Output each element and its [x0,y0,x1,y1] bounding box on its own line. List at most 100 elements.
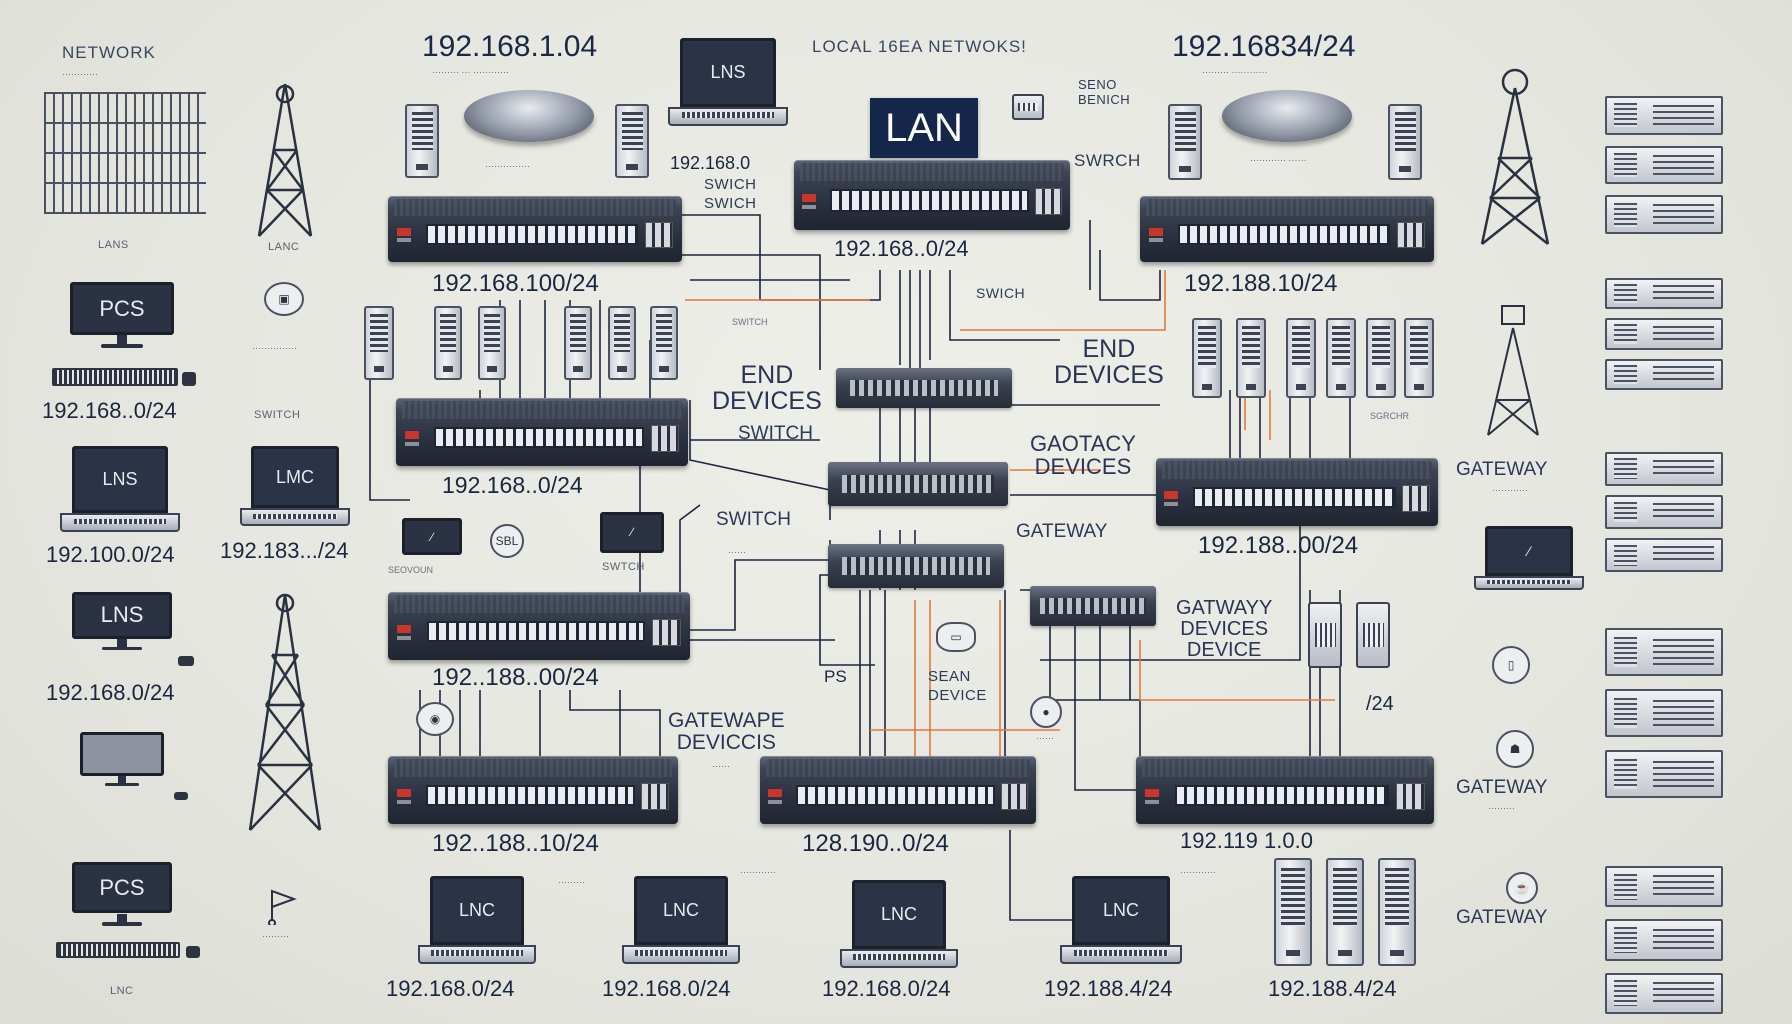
ip-bottom-3: 192.168.0/24 [822,976,951,1001]
sbl-icon: SBL [490,524,524,558]
lans-label: LANS [98,239,129,251]
gateway-devices-label: GATEWAPE DEVICCIS [668,709,785,755]
switch-6-caption: ⋯⋯⋯⋯ [1180,867,1216,877]
gateway-devices-right-label: GATWAYY DEVICES DEVICE [1176,597,1273,661]
pc-monitor [80,732,164,788]
laptop-lns-left: LNS [60,446,180,532]
gateway-box [1030,586,1156,626]
radio-tower-icon [248,593,322,831]
gateway-right-3: GATEWAY [1456,907,1548,928]
laptop-screen: LNC [633,876,729,945]
swtch-label: SWTCH [602,561,645,573]
tower-right-icon [1480,68,1550,245]
switch-mid2-caption: ⋯⋯ [728,547,746,557]
flag-caption: ⋯⋯⋯ [262,931,289,941]
mouse [178,656,194,666]
device-glyph-icon: ◉ [416,702,454,736]
small-screen: ∕ [402,518,462,556]
center-switch-box-1 [836,368,1012,408]
mouse [186,946,200,958]
server-tower [1378,858,1416,966]
ip-left-2: 192.100.0/24 [46,542,175,567]
server-tower [1192,318,1222,398]
laptop-gateway: ∕ [1474,526,1584,590]
laptop-screen: LNC [851,880,947,949]
server-tower [650,306,678,380]
sgrchr-label: SGRCHR [1370,411,1410,421]
keyboard [52,368,178,386]
server-tower [405,104,439,178]
laptop-lnc: LNC [418,876,536,964]
ip-bottom-5: 192.188.4/24 [1268,976,1397,1001]
switch-4-caption: ⋯⋯⋯ [558,877,585,887]
pc-monitor: LNS [72,592,172,652]
gateway-right-1: GATEWAY [1456,459,1548,480]
device-glyph-icon: ☕ [1506,872,1538,904]
ip-top-right-sub: ⋯⋯⋯ ⋯⋯⋯⋯ [1202,67,1268,77]
gateway-right-2: GATEWAY [1456,777,1548,798]
server-rack [1605,278,1723,390]
switch-right-2-ip: 192.188..00/24 [1198,532,1359,559]
switch-4-ip: 192..188..10/24 [432,830,599,857]
ip-bottom-1: 192.168.0/24 [386,976,515,1001]
laptop-screen: LNC [1072,876,1170,945]
flag-icon [268,889,297,925]
small-device [1308,602,1342,668]
small-monitor: ∕ [402,518,462,566]
switch-mid2-label: SWITCH [716,509,791,530]
switch-5-caption: ⋯⋯⋯⋯ [740,867,776,877]
server-tower [1236,318,1266,398]
lanc-label: LANC [268,241,300,253]
slash24-label: /24 [1366,693,1394,715]
lnc-left-label: LNC [110,985,134,997]
server-rack [1605,452,1723,572]
switch-small-left: SWITCH [254,409,301,421]
router-icon [464,90,594,142]
ip-bottom-2: 192.168.0/24 [602,976,731,1001]
network-subheading: ⋯⋯⋯⋯ [62,69,98,79]
device-glyph-icon: ☗ [1496,730,1534,768]
pc-monitor: PCS [70,282,174,350]
server-rack [1605,96,1723,234]
ps-label: PS [824,667,847,686]
tower-small-right-icon [1487,305,1539,436]
pc-monitor: PCS [72,862,172,928]
laptop-keyboard [668,106,788,126]
center-switch-box-2 [828,462,1008,506]
gateway-devices-sub: ⋯⋯ [712,761,730,771]
network-switch-center-top [794,160,1070,230]
server-tower [364,306,394,380]
switch-small-mid-label: SWITCH [732,317,768,327]
router-icon [1222,90,1352,142]
network-heading: NETWORK [62,43,156,62]
switch-3-ip: 192..188..00/24 [432,664,599,691]
server-tower [1286,318,1316,398]
end-devices-right-label: END DEVICES [1054,335,1164,390]
switch-2-ip: 192.168..0/24 [442,472,583,498]
network-switch-2 [396,398,688,466]
laptop-lnc: LNC [1060,876,1182,964]
laptop-lnc: LNC [840,880,958,968]
ip-top-right: 192.16834/24 [1172,30,1356,63]
switch-center-top-ip: 192.168..0/24 [834,236,969,261]
gateway-right-2-sub: ⋯⋯⋯ [1488,803,1515,813]
ip-left-1: 192.168..0/24 [42,398,177,423]
server-tower [1168,104,1202,180]
ip-top-left: 192.168.1.04 [422,30,598,63]
server-tower [1274,858,1312,966]
network-switch-3 [388,592,690,660]
server-tower [1388,104,1422,180]
ip-top-left-sub: ⋯⋯⋯ ⋯ ⋯⋯⋯⋯ [432,67,510,77]
mouse [182,372,196,386]
network-switch-5 [760,756,1036,824]
small-screen: ∕ [600,512,664,553]
server-tower [1404,318,1434,398]
network-switch-6 [1136,756,1434,824]
glyph-caption: ⋯⋯⋯⋯⋯ [252,343,297,353]
lan-label: LAN [870,98,978,158]
device-glyph-icon: ● [1030,696,1062,728]
keyboard [56,942,180,958]
pc-screen-blank [80,732,164,776]
switch-top-right-ip: 192.188.10/24 [1184,270,1338,297]
server-tower [564,306,592,380]
